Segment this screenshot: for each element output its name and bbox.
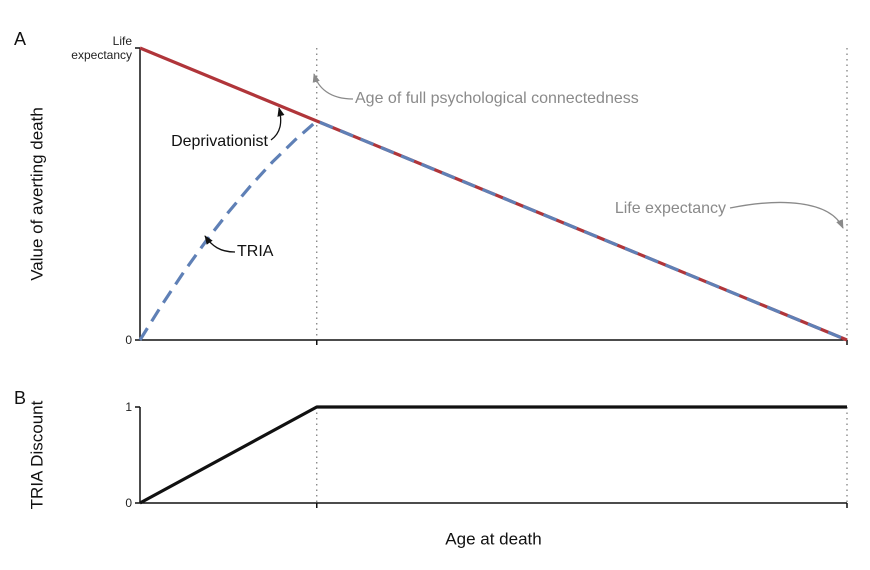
annotation-arrow [729,201,844,229]
label-arrow [204,235,236,253]
y-axis-label: Value of averting death [27,107,46,281]
series-line [139,405,847,505]
annotation: Life expectancy [615,200,726,217]
y-tick-label: Life expectancy [71,34,132,62]
y-axis-label: TRIA Discount [27,400,46,509]
series-line [138,119,848,342]
x-axis-label: Age at death [445,529,541,548]
annotation-arrow [312,73,354,100]
label-arrow [270,107,285,141]
series-label: Deprivationist [171,133,268,150]
y-tick-label: 0 [125,496,132,510]
series-label: TRIA [237,243,274,260]
panel-label: A [14,29,26,49]
panel-label: B [14,388,26,408]
y-tick-label: 1 [125,400,132,414]
y-tick-label: 0 [125,333,132,347]
annotation: Age of full psychological connectedness [355,90,639,107]
